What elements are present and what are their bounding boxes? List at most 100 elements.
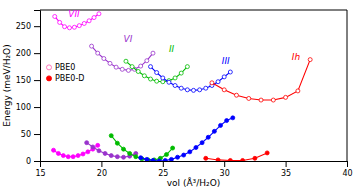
data-point xyxy=(151,51,155,55)
data-point xyxy=(155,79,159,83)
plot-area xyxy=(52,12,313,161)
series xyxy=(52,143,100,158)
data-point xyxy=(134,155,138,159)
data-point xyxy=(66,155,70,159)
series xyxy=(149,65,233,93)
tick-label: 100 xyxy=(16,103,31,112)
series xyxy=(85,141,138,160)
data-point xyxy=(200,141,204,145)
data-point xyxy=(124,59,128,63)
data-point xyxy=(225,119,229,123)
data-point xyxy=(265,151,269,155)
data-point xyxy=(81,152,85,156)
tick-mark xyxy=(224,161,225,167)
series-line xyxy=(141,118,233,161)
tick-mark xyxy=(34,161,40,162)
x-axis: 152025303540 xyxy=(35,161,352,178)
data-point xyxy=(206,135,210,139)
legend: PBE0 PBE0-D xyxy=(47,63,85,83)
legend-swatch xyxy=(47,76,52,81)
data-point xyxy=(72,25,76,29)
annotation: VI xyxy=(124,34,133,44)
annotation: III xyxy=(222,56,230,66)
data-point xyxy=(157,159,161,161)
tick-mark xyxy=(34,80,40,81)
data-point xyxy=(228,158,232,161)
tick-mark xyxy=(163,161,164,167)
legend-label: PBE0-D xyxy=(55,74,85,83)
data-point xyxy=(122,147,126,151)
data-point xyxy=(176,155,180,159)
series-line xyxy=(111,136,172,160)
tick-mark xyxy=(347,161,348,167)
data-point xyxy=(56,151,60,155)
data-point xyxy=(149,77,153,81)
tick: 100 xyxy=(16,103,40,112)
data-point xyxy=(87,19,91,23)
data-point xyxy=(102,57,106,61)
data-point xyxy=(204,156,208,160)
tick-label: 150 xyxy=(16,76,31,85)
tick-mark xyxy=(34,53,40,54)
data-point xyxy=(167,80,171,84)
data-point xyxy=(179,86,183,90)
data-point xyxy=(192,88,196,92)
data-point xyxy=(198,88,202,92)
data-point xyxy=(271,98,275,102)
data-point xyxy=(136,69,140,73)
tick: 0 xyxy=(26,157,40,166)
data-point xyxy=(169,157,173,161)
data-point xyxy=(115,141,119,145)
tick: 200 xyxy=(16,49,40,58)
tick-label: 50 xyxy=(21,130,31,139)
data-point xyxy=(212,129,216,133)
annotation: II xyxy=(169,44,175,54)
data-point xyxy=(222,75,226,79)
data-point xyxy=(247,96,251,100)
data-point xyxy=(173,76,177,80)
series-line xyxy=(54,145,98,156)
data-point xyxy=(142,74,146,78)
data-point xyxy=(109,154,113,158)
series-line xyxy=(92,46,153,70)
data-point xyxy=(109,134,113,138)
data-point xyxy=(52,148,56,152)
tick: 50 xyxy=(21,130,40,139)
data-point xyxy=(97,12,101,16)
axis-domain xyxy=(34,11,41,162)
series-line xyxy=(126,61,187,81)
series xyxy=(124,59,189,83)
data-point xyxy=(234,93,238,97)
tick-label: 250 xyxy=(16,22,31,31)
data-point xyxy=(308,58,312,62)
data-point xyxy=(216,80,220,84)
tick-mark xyxy=(34,107,40,108)
data-point xyxy=(120,67,124,71)
tick-label: 35 xyxy=(281,169,291,178)
chart: 152025303540050100150200250vol (Å³/H₂O)E… xyxy=(0,0,357,189)
series-line xyxy=(87,143,136,158)
data-point xyxy=(76,154,80,158)
tick-label: 15 xyxy=(35,169,45,178)
tick: 40 xyxy=(342,161,352,178)
data-point xyxy=(108,61,112,65)
data-point xyxy=(128,151,132,155)
tick: 250 xyxy=(16,22,40,31)
data-point xyxy=(122,155,126,159)
series xyxy=(109,134,174,161)
data-point xyxy=(139,156,143,160)
data-point xyxy=(96,143,100,147)
data-point xyxy=(103,151,107,155)
tick-mark xyxy=(34,134,40,135)
series xyxy=(139,116,235,161)
data-point xyxy=(163,158,167,161)
tick-mark xyxy=(34,26,40,27)
data-point xyxy=(164,153,168,157)
tick: 25 xyxy=(158,161,168,178)
data-point xyxy=(296,89,300,93)
data-point xyxy=(210,81,214,85)
series-line xyxy=(206,153,267,161)
data-point xyxy=(204,86,208,90)
data-point xyxy=(179,71,183,75)
legend-label: PBE0 xyxy=(55,63,75,72)
